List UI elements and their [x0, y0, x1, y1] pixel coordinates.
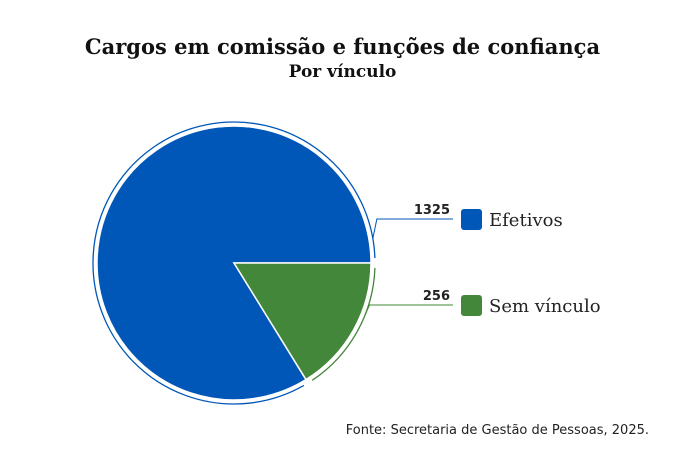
value-label-0: 1325: [414, 203, 450, 218]
legend-swatch-0: [461, 209, 482, 230]
leader-line-0: [372, 218, 453, 239]
source-note: Fonte: Secretaria de Gestão de Pessoas, …: [345, 423, 649, 438]
value-label-1: 256: [423, 289, 450, 304]
leader-line-1: [365, 304, 453, 315]
legend-label-0: Efetivos: [489, 210, 563, 231]
pie-slice-ring-0: [92, 121, 376, 405]
chart-subtitle: Por vínculo: [288, 62, 397, 82]
pie-slice-sem-vínculo: [232, 262, 372, 381]
pie-slice-ring-1: [311, 267, 376, 381]
legend-label-1: Sem vínculo: [489, 296, 601, 317]
legend-swatch-1: [461, 295, 482, 316]
chart-title: Cargos em comissão e funções de confianç…: [84, 34, 601, 59]
